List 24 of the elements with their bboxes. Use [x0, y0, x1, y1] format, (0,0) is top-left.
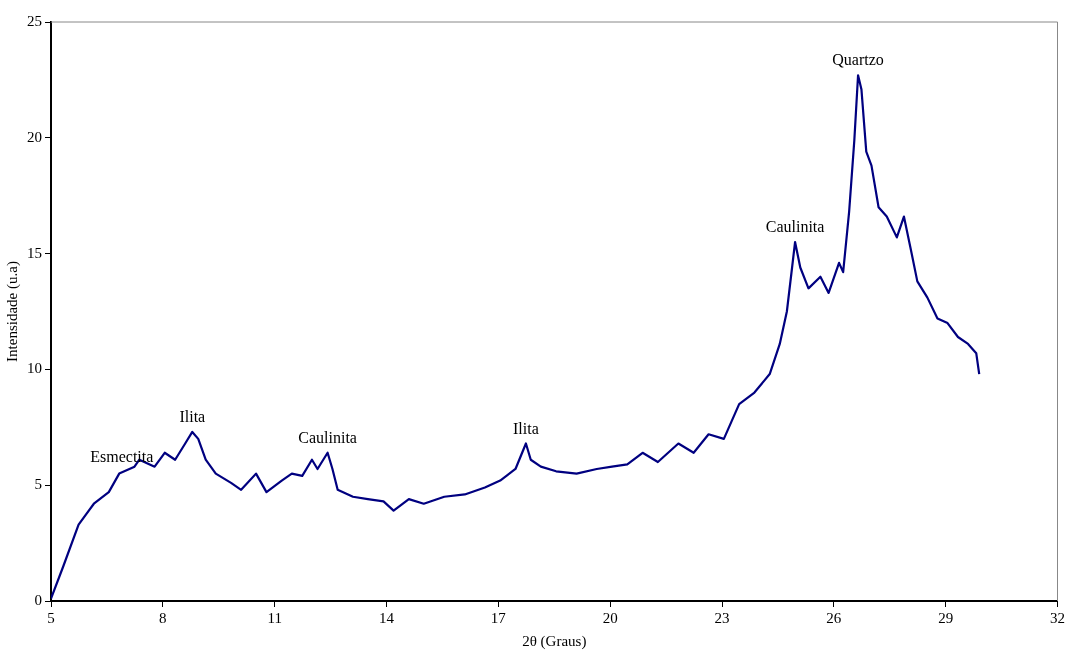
y-tick-label: 15: [27, 244, 42, 261]
x-tick-label: 8: [159, 609, 167, 626]
x-axis-title: 2θ (Graus): [522, 632, 587, 650]
annotation: Caulinita: [765, 218, 825, 236]
y-axis-title: Intensidade (u.a): [3, 261, 21, 362]
y-tick-label: 0: [34, 591, 42, 608]
x-tick-label: 5: [47, 609, 55, 626]
x-tick-label: 32: [1050, 609, 1065, 626]
x-tick-label: 29: [938, 609, 954, 626]
annotation: Caulinita: [298, 428, 357, 446]
x-tick-label: 20: [602, 609, 618, 626]
y-tick-label: 25: [27, 12, 42, 29]
annotation: Esmectita: [90, 447, 154, 465]
x-tick-label: 17: [490, 609, 507, 626]
annotation: Ilita: [513, 419, 539, 437]
x-tick-label: 26: [826, 609, 842, 626]
y-tick-label: 10: [27, 360, 42, 377]
annotation: Quartzo: [832, 51, 884, 69]
x-tick-label: 14: [379, 609, 395, 626]
y-tick-label: 5: [34, 476, 42, 493]
x-tick-label: 11: [267, 609, 282, 626]
y-tick-label: 20: [27, 128, 42, 145]
x-tick-label: 23: [714, 609, 730, 626]
annotation: Ilita: [179, 408, 206, 426]
